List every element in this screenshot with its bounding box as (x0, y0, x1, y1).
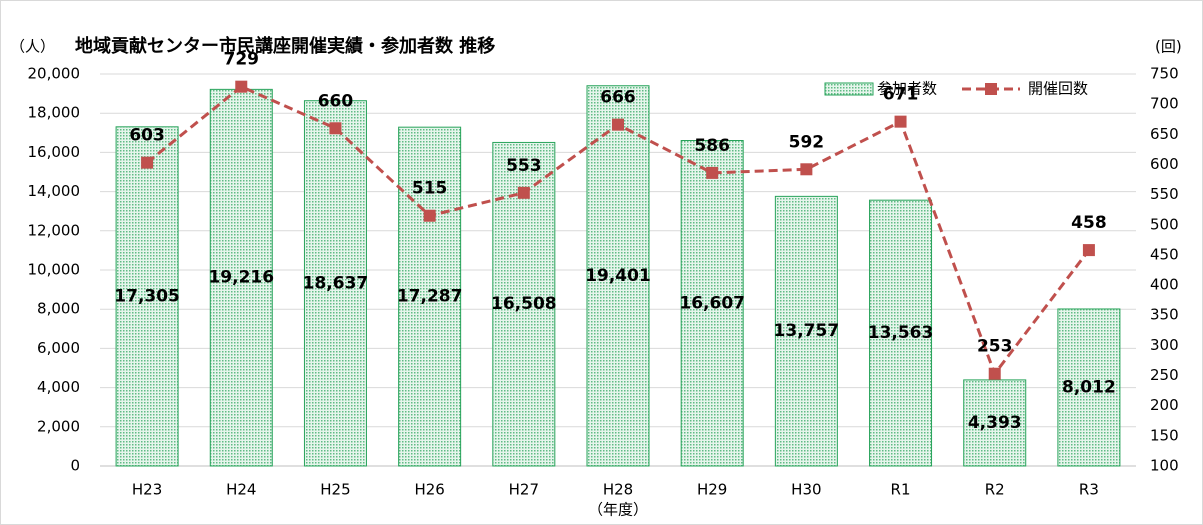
bar (303, 100, 367, 467)
line-value-label: 592 (789, 132, 825, 152)
line-value-label: 660 (318, 91, 354, 111)
bar-value-label: 18,637 (303, 273, 369, 293)
bar (869, 199, 933, 467)
x-tick-label: H23 (132, 481, 162, 499)
y-tick-label: 18,000 (28, 104, 81, 122)
x-tick-label: H29 (697, 481, 727, 499)
bar-value-label: 4,393 (968, 413, 1022, 433)
y2-axis-label: (回) (1155, 38, 1182, 56)
chart-title: 地域貢献センター市民講座開催実績・参加者数 推移 (75, 35, 495, 57)
y2-tick-label: 400 (1150, 276, 1179, 294)
y2-tick-label: 500 (1150, 215, 1179, 233)
bar-value-label: 13,757 (774, 321, 840, 341)
marker (517, 186, 530, 199)
line-value-label: 729 (224, 50, 260, 70)
x-tick-label: R2 (985, 481, 1005, 499)
line-value-label: 458 (1071, 213, 1107, 233)
marker (894, 115, 907, 128)
bar (1057, 308, 1121, 467)
bar-value-label: 16,508 (491, 294, 557, 314)
bar-value-label: 17,305 (114, 286, 180, 306)
y-tick-label: 6,000 (37, 339, 80, 357)
marker (1082, 244, 1095, 257)
bar (963, 379, 1027, 467)
line-value-label: 666 (600, 88, 636, 108)
bar-value-label: 17,287 (397, 287, 463, 307)
x-axis-label: （年度） (588, 501, 648, 519)
marker (329, 122, 342, 135)
y-tick-label: 10,000 (28, 261, 81, 279)
marker (423, 209, 436, 222)
bar (680, 140, 744, 467)
bar-value-label: 16,607 (679, 293, 745, 313)
y2-tick-label: 700 (1150, 95, 1179, 113)
bar (586, 85, 650, 467)
marker (988, 367, 1001, 380)
y-tick-label: 16,000 (28, 143, 81, 161)
bar-value-label: 19,401 (585, 266, 651, 286)
marker (706, 166, 719, 179)
y2-tick-label: 750 (1150, 65, 1179, 83)
bar (774, 195, 838, 467)
y-tick-label: 8,000 (37, 300, 80, 318)
bar-value-label: 8,012 (1062, 377, 1116, 397)
y-axis-label: （人） (10, 38, 55, 56)
x-tick-label: R1 (891, 481, 911, 499)
x-tick-label: H27 (509, 481, 539, 499)
y2-tick-label: 450 (1150, 245, 1179, 263)
x-tick-label: H25 (320, 481, 350, 499)
line-value-label: 253 (977, 337, 1013, 357)
line-value-label: 515 (412, 179, 448, 199)
line-value-label: 603 (129, 126, 165, 146)
y2-tick-label: 150 (1150, 426, 1179, 444)
y2-tick-label: 650 (1150, 125, 1179, 143)
marker (141, 156, 154, 169)
bar (398, 126, 462, 467)
legend-label: 開催回数 (1028, 80, 1088, 98)
legend-label: 参加者数 (877, 80, 937, 98)
y-tick-label: 14,000 (28, 182, 81, 200)
y2-tick-label: 550 (1150, 185, 1179, 203)
y-tick-label: 20,000 (28, 65, 81, 83)
y2-tick-label: 300 (1150, 336, 1179, 354)
y-tick-label: 4,000 (37, 378, 80, 396)
y2-tick-label: 200 (1150, 396, 1179, 414)
bar-value-label: 19,216 (208, 268, 274, 288)
y2-tick-label: 250 (1150, 366, 1179, 384)
y2-tick-label: 100 (1150, 457, 1179, 475)
x-tick-label: H26 (414, 481, 444, 499)
marker (800, 163, 813, 176)
x-tick-label: H28 (603, 481, 633, 499)
line-value-label: 553 (506, 156, 542, 176)
line-value-label: 671 (883, 85, 919, 105)
marker (612, 118, 624, 131)
marker (235, 80, 248, 93)
y-tick-label: 2,000 (37, 417, 80, 435)
legend-swatch (824, 82, 874, 96)
y-tick-label: 0 (70, 457, 80, 475)
bar (115, 126, 179, 467)
x-tick-label: H30 (791, 481, 821, 499)
y2-tick-label: 350 (1150, 306, 1179, 324)
y2-tick-label: 600 (1150, 155, 1179, 173)
legend-marker (985, 83, 997, 95)
x-tick-label: H24 (226, 481, 256, 499)
y-tick-label: 12,000 (28, 221, 81, 239)
line-value-label: 586 (694, 136, 730, 156)
x-tick-label: R3 (1079, 481, 1099, 499)
bar-value-label: 13,563 (868, 323, 934, 343)
